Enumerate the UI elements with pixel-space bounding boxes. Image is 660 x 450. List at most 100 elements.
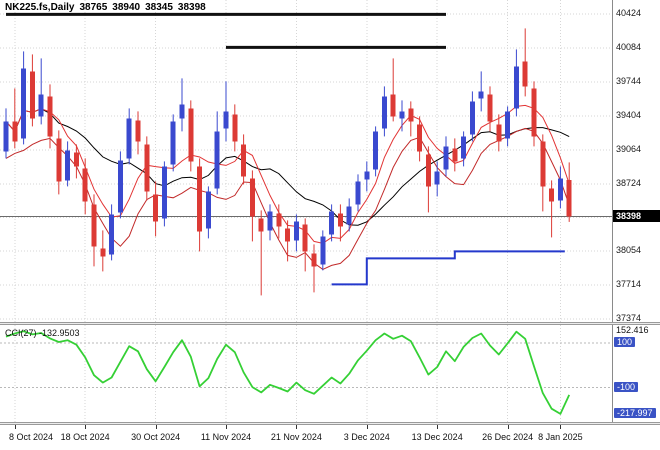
time-axis[interactable]: 8 Oct 2024 18 Oct 2024 30 Oct 2024 11 Nov 2… xyxy=(0,425,660,450)
candle xyxy=(434,161,440,197)
cci-indicator-panel[interactable] xyxy=(0,325,612,422)
candle xyxy=(47,84,53,149)
candle xyxy=(188,100,194,172)
time-axis-tick xyxy=(296,425,298,429)
cci-indicator-label: CCI(27) -132.9503 xyxy=(5,328,80,338)
candle xyxy=(91,194,97,267)
cci-axis-min-label: -217.997 xyxy=(614,407,656,418)
candle xyxy=(549,180,555,238)
cci-line xyxy=(5,330,571,415)
cci-axis[interactable]: 152.416 100 -100 -217.997 xyxy=(612,325,660,422)
candle xyxy=(364,161,370,192)
support-step-line[interactable] xyxy=(331,250,565,286)
candle xyxy=(443,136,449,177)
candle xyxy=(205,186,211,239)
candle xyxy=(461,131,467,167)
candle xyxy=(390,58,396,122)
candle xyxy=(285,220,291,262)
close-value: 38398 xyxy=(177,2,206,13)
candle xyxy=(425,146,431,213)
candle xyxy=(540,134,546,212)
candle xyxy=(21,51,27,145)
candle xyxy=(505,106,511,147)
candle xyxy=(337,204,343,242)
time-axis-tick xyxy=(437,425,439,429)
candle xyxy=(135,111,141,155)
cci-level-high-label: 100 xyxy=(614,336,636,347)
low-value: 38345 xyxy=(145,2,173,13)
high-value: 38940 xyxy=(112,2,141,13)
candle xyxy=(258,210,264,296)
price-chart-svg xyxy=(0,0,612,322)
candle xyxy=(267,204,273,241)
candle xyxy=(381,86,387,137)
candle xyxy=(214,111,220,195)
candle xyxy=(452,138,458,172)
time-axis-label: 30 Oct 2024 xyxy=(131,432,181,442)
time-axis-tick xyxy=(226,425,227,429)
candle xyxy=(293,214,299,252)
time-axis-tick xyxy=(14,425,16,429)
candle xyxy=(153,181,159,237)
candle xyxy=(276,204,282,239)
cci-svg xyxy=(0,325,612,422)
price-axis-label: 39064 xyxy=(616,144,642,154)
price-axis-label: 38724 xyxy=(616,178,642,188)
time-axis-tick xyxy=(366,425,368,429)
time-axis-tick xyxy=(85,425,87,429)
candle xyxy=(320,230,326,271)
open-value: 38765 xyxy=(79,2,108,13)
candle xyxy=(249,170,255,242)
candle xyxy=(478,71,484,112)
price-axis-label: 39744 xyxy=(616,76,642,86)
candle xyxy=(82,158,88,215)
chart-ohlc-title: NK225.fs,Daily 38765 38940 38345 38398 xyxy=(5,2,211,13)
candle xyxy=(487,86,493,132)
candle xyxy=(3,108,9,159)
time-axis-label: 8 Jan 2025 xyxy=(538,432,583,442)
candle xyxy=(329,204,335,242)
price-axis-label: 37374 xyxy=(616,313,642,323)
time-axis-label: 21 Nov 2024 xyxy=(270,432,322,442)
time-axis-tick xyxy=(507,425,509,429)
candle xyxy=(417,116,423,162)
candle xyxy=(117,151,123,219)
symbol-timeframe-label: NK225.fs,Daily xyxy=(5,2,75,13)
current-price-tag: 38398 xyxy=(613,209,660,222)
candle xyxy=(557,166,563,209)
price-axis-label: 40424 xyxy=(616,8,642,18)
candle xyxy=(197,158,203,252)
candle xyxy=(373,126,379,177)
candle xyxy=(513,49,519,117)
candle xyxy=(170,114,176,172)
ma-slow-line xyxy=(5,108,570,226)
price-axis-label: 40084 xyxy=(616,42,642,52)
candle xyxy=(399,100,405,132)
time-axis-label: 13 Dec 2024 xyxy=(411,432,463,442)
price-chart-area[interactable]: NK225.fs,Daily 38765 38940 38345 38398 xyxy=(0,0,612,322)
candle xyxy=(56,130,62,195)
cci-level-low-label: -100 xyxy=(614,381,639,392)
time-axis-label: 18 Oct 2024 xyxy=(60,432,110,442)
candle xyxy=(126,108,132,165)
time-axis-tick xyxy=(560,425,562,429)
candle xyxy=(408,101,414,137)
price-axis-label: 38054 xyxy=(616,245,642,255)
candle xyxy=(566,162,572,222)
candle xyxy=(12,88,18,149)
time-axis-label: 3 Dec 2024 xyxy=(343,432,390,442)
candle xyxy=(232,104,238,152)
cci-axis-max-label: 152.416 xyxy=(616,325,649,336)
price-axis[interactable]: 38398 40424 40084 39744 39404 39064 38724 3805… xyxy=(612,0,660,323)
candle xyxy=(531,81,537,147)
panel-separator[interactable] xyxy=(0,322,660,325)
candle xyxy=(241,134,247,185)
candle xyxy=(73,144,79,179)
candle xyxy=(346,198,352,232)
candle xyxy=(496,114,502,152)
candle xyxy=(469,91,475,142)
panel-separator[interactable] xyxy=(0,422,660,425)
candle xyxy=(100,230,106,272)
candle xyxy=(522,28,528,97)
